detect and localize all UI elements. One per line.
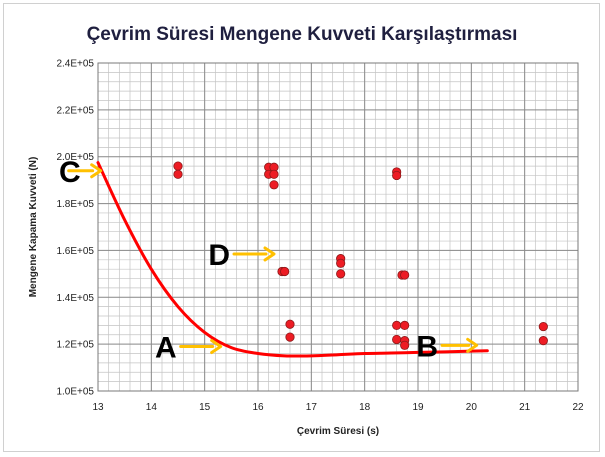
data-point (285, 319, 295, 329)
data-point (336, 269, 346, 279)
data-point (538, 321, 548, 332)
annotations-layer: C D A B (59, 156, 479, 364)
x-axis-title: Çevrim Süresi (s) (297, 426, 379, 437)
data-point (269, 169, 279, 179)
annotation-b: B (416, 330, 479, 363)
y-tick-label: 1.8E+05 (56, 199, 94, 210)
annotation-label: D (208, 239, 230, 272)
x-tick-label: 22 (572, 402, 584, 413)
data-point (538, 336, 548, 346)
annotation-a: A (155, 331, 223, 364)
data-point (400, 320, 410, 330)
x-tick-label: 15 (199, 402, 211, 413)
x-tick-label: 18 (359, 402, 371, 413)
data-point (392, 320, 402, 330)
x-tick-label: 17 (306, 402, 318, 413)
data-point (392, 170, 402, 181)
annotation-c: C (59, 156, 103, 189)
annotation-arrow-head (210, 338, 223, 354)
y-tick-label: 2.0E+05 (56, 152, 94, 163)
y-tick-label: 1.2E+05 (56, 340, 94, 351)
plot-background (98, 63, 578, 391)
annotation-arrow-head (263, 246, 276, 262)
y-tick-label: 1.6E+05 (56, 246, 94, 257)
annotation-d: D (208, 239, 276, 272)
data-point (280, 266, 290, 277)
y-axis-ticks: 1.0E+05 1.2E+05 1.4E+05 1.6E+05 1.8E+05 2.0E+… (56, 59, 94, 398)
x-axis-ticks: 13 14 15 16 17 18 19 20 21 22 (92, 402, 584, 413)
data-point (285, 332, 295, 342)
plot-border (97, 62, 579, 392)
x-tick-label: 20 (466, 402, 478, 413)
chart-title: Çevrim Süresi Mengene Kuvveti Karşılaştı… (87, 24, 518, 45)
data-point (269, 180, 279, 190)
data-point (173, 169, 183, 179)
data-point (400, 340, 410, 350)
trend-line (96, 161, 489, 358)
x-tick-label: 19 (412, 402, 424, 413)
x-tick-label: 13 (92, 402, 104, 413)
data-point (400, 270, 410, 280)
y-tick-label: 2.4E+05 (56, 59, 94, 70)
annotation-label: A (155, 331, 177, 364)
x-tick-label: 14 (146, 402, 158, 413)
data-point (392, 334, 402, 345)
annotation-arrow-head (466, 337, 479, 353)
data-points-layer (173, 161, 548, 350)
y-tick-label: 1.0E+05 (56, 387, 94, 398)
annotation-label: B (416, 330, 438, 363)
y-tick-label: 1.4E+05 (56, 293, 94, 304)
data-point (336, 258, 346, 268)
trend-line-layer (96, 161, 489, 358)
x-tick-label: 21 (519, 402, 531, 413)
y-axis-title: Mengene Kapama Kuvveti (N) (28, 157, 39, 298)
major-grid (97, 62, 579, 392)
annotation-arrow-head (90, 163, 103, 179)
y-tick-label: 2.2E+05 (56, 105, 94, 116)
plot-area (98, 63, 578, 391)
data-point (173, 161, 183, 171)
x-tick-label: 16 (252, 402, 264, 413)
